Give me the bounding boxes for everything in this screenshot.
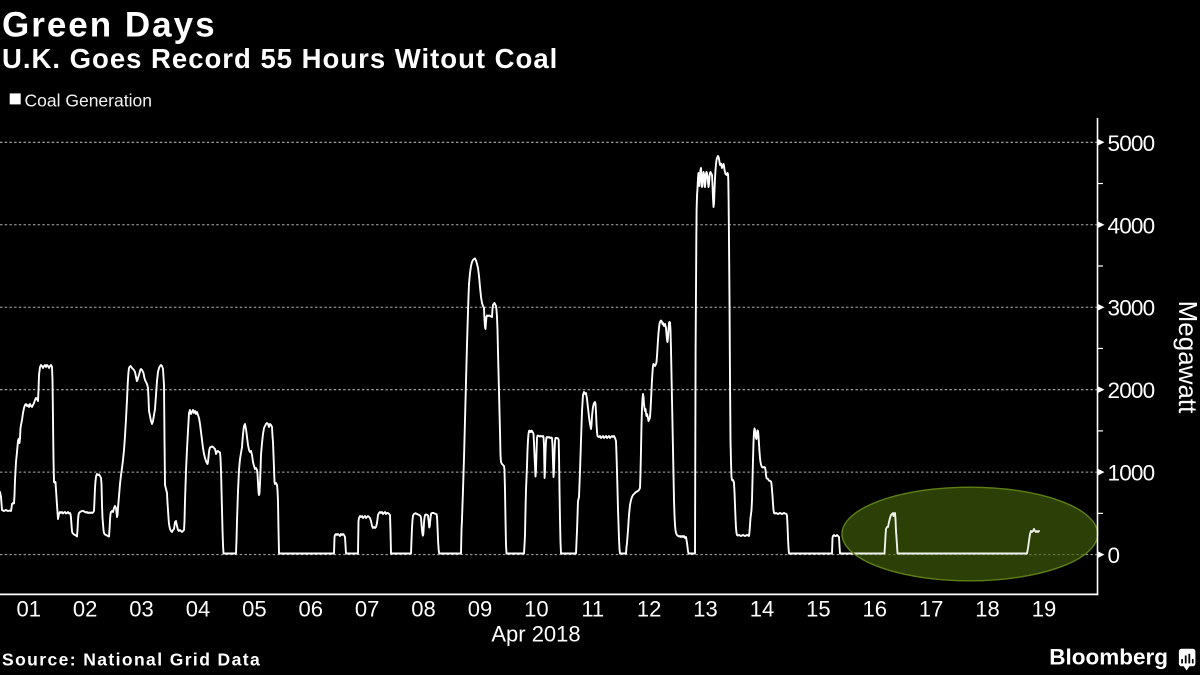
- svg-text:02: 02: [73, 597, 97, 622]
- svg-text:07: 07: [355, 597, 379, 622]
- svg-text:Bloomberg: Bloomberg: [1049, 645, 1168, 670]
- svg-text:U.K. Goes Record 55 Hours Wito: U.K. Goes Record 55 Hours Witout Coal: [2, 43, 558, 74]
- svg-text:17: 17: [919, 597, 943, 622]
- svg-text:11: 11: [581, 597, 604, 622]
- svg-text:Coal Generation: Coal Generation: [25, 91, 152, 111]
- svg-text:03: 03: [129, 597, 153, 622]
- svg-text:Apr 2018: Apr 2018: [491, 622, 580, 647]
- svg-text:15: 15: [806, 597, 830, 622]
- svg-text:Source: National Grid Data: Source: National Grid Data: [2, 650, 261, 670]
- svg-text:5000: 5000: [1108, 131, 1155, 156]
- svg-text:01: 01: [17, 597, 41, 622]
- svg-text:2000: 2000: [1108, 378, 1155, 403]
- svg-text:16: 16: [863, 597, 887, 622]
- svg-text:09: 09: [468, 597, 492, 622]
- svg-text:4000: 4000: [1108, 213, 1155, 238]
- svg-text:10: 10: [524, 597, 548, 622]
- svg-text:3000: 3000: [1108, 296, 1155, 321]
- svg-text:12: 12: [637, 597, 661, 622]
- svg-text:04: 04: [186, 597, 210, 622]
- svg-text:06: 06: [299, 597, 323, 622]
- svg-text:18: 18: [975, 597, 999, 622]
- svg-text:08: 08: [411, 597, 435, 622]
- svg-text:Green Days: Green Days: [2, 6, 217, 45]
- svg-text:05: 05: [242, 597, 266, 622]
- svg-text:13: 13: [693, 597, 717, 622]
- svg-text:Megawatt: Megawatt: [1173, 301, 1200, 414]
- svg-text:1000: 1000: [1108, 461, 1155, 486]
- svg-text:19: 19: [1032, 597, 1056, 622]
- svg-text:14: 14: [750, 597, 774, 622]
- svg-text:0: 0: [1108, 543, 1120, 568]
